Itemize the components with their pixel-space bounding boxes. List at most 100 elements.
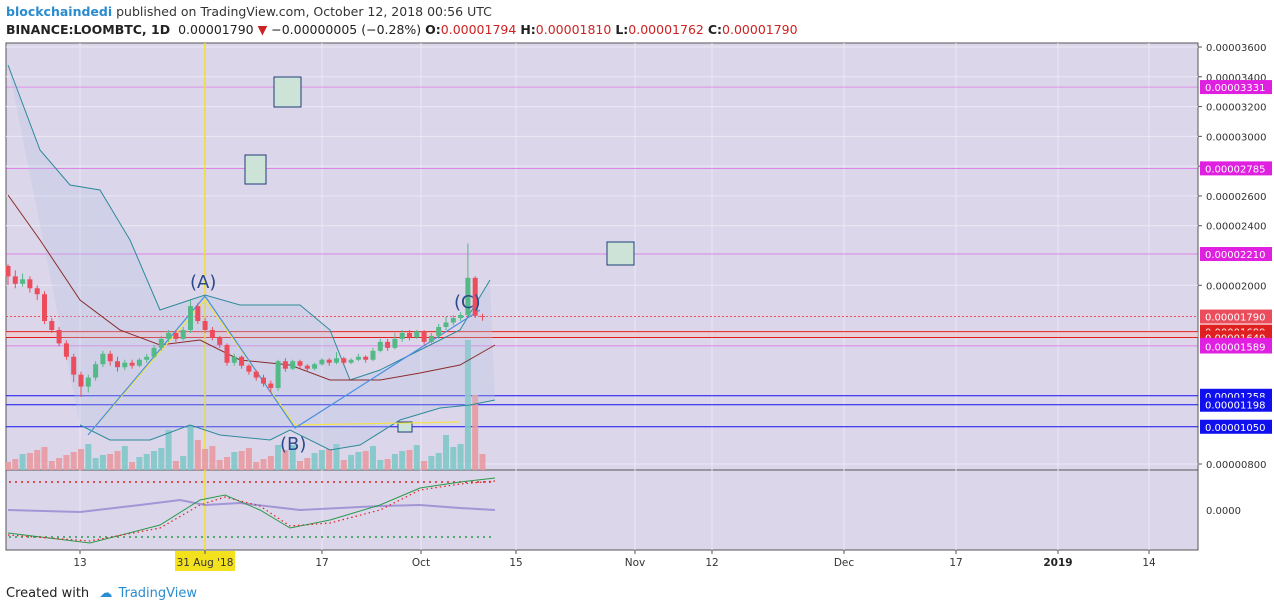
indicator-top-dot <box>159 481 161 483</box>
volume-bar <box>289 445 296 470</box>
tradingview-brand[interactable]: TradingView <box>118 586 197 601</box>
price-tick-label: 0.00003600 <box>1206 43 1266 54</box>
indicator-top-dot <box>189 481 191 483</box>
indicator-bottom-dot <box>369 536 371 538</box>
candle-body <box>472 277 478 316</box>
indicator-bottom-dot <box>87 536 89 538</box>
indicator-top-dot <box>267 481 269 483</box>
candle-body <box>136 359 142 366</box>
target-box <box>397 421 413 433</box>
indicator-bottom-dot <box>423 536 425 538</box>
x-tick-label: Dec <box>834 557 855 569</box>
volume-bar <box>216 460 223 470</box>
indicator-bottom-dot <box>135 536 137 538</box>
indicator-bottom-dot <box>267 536 269 538</box>
volume-bar <box>413 445 420 470</box>
indicator-top-dot <box>57 481 59 483</box>
indicator-bottom-dot <box>429 536 431 538</box>
volume-bar <box>158 448 165 470</box>
volume-bar <box>209 446 216 470</box>
tradingview-logo-icon[interactable]: ☁ <box>99 586 113 601</box>
indicator-top-dot <box>285 481 287 483</box>
indicator-bottom-dot <box>177 536 179 538</box>
indicator-top-dot <box>21 481 23 483</box>
candle-body <box>85 377 91 387</box>
volume-bar <box>99 455 106 470</box>
price-tick-label: 0.00000800 <box>1206 460 1266 471</box>
candle-body <box>27 279 33 289</box>
candle-body <box>304 365 310 369</box>
candle-body <box>385 341 391 348</box>
indicator-bottom-dot <box>255 536 257 538</box>
candle-body <box>458 315 464 319</box>
volume-bar <box>443 435 449 470</box>
volume-bar <box>165 430 172 470</box>
volume-bar <box>355 452 362 470</box>
down-triangle-icon: ▼ <box>257 22 268 37</box>
candle-body <box>392 338 398 348</box>
indicator-bottom-dot <box>123 536 125 538</box>
indicator-top-dot <box>309 481 311 483</box>
stoch-k-line <box>7 477 496 544</box>
candle-body <box>377 341 383 351</box>
candle-body <box>166 332 172 339</box>
candle-body <box>246 365 252 372</box>
low-value: 0.00001762 <box>628 22 704 37</box>
indicator-bottom-dot <box>15 536 17 538</box>
indicator-top-dot <box>423 481 425 483</box>
x-tick-label: 14 <box>1142 557 1156 569</box>
indicator-top-dot <box>237 481 239 483</box>
indicator-bottom-dot <box>399 536 401 538</box>
bollinger-band-fill <box>8 65 495 450</box>
volume-bar <box>399 451 406 470</box>
indicator-bottom-dot <box>273 536 275 538</box>
indicator-bottom-dot <box>165 536 167 538</box>
candle-body <box>115 361 120 368</box>
x-tick-label: 2019 <box>1043 557 1072 569</box>
indicator-top-dot <box>171 481 173 483</box>
indicator-top-dot <box>411 481 413 483</box>
volume-bar <box>114 451 121 470</box>
candle-body <box>253 371 259 378</box>
candle-body <box>363 356 369 360</box>
price-change: −0.00000005 (−0.28%) <box>271 22 422 37</box>
candle-body <box>334 358 339 363</box>
indicator-bottom-dot <box>237 536 239 538</box>
x-tick-label: 13 <box>73 557 86 569</box>
indicator-bottom-dot <box>435 536 437 538</box>
volume-bar <box>318 450 325 470</box>
indicator-top-dot <box>141 481 143 483</box>
indicator-bottom-dot <box>363 536 365 538</box>
indicator-top-dot <box>147 481 149 483</box>
indicator-top-dot <box>9 481 11 483</box>
indicator-top-dot <box>417 481 419 483</box>
candle-body <box>56 329 62 344</box>
indicator-zero-label: 0.0000 <box>1206 506 1241 517</box>
indicator-top-dot <box>39 481 41 483</box>
price-chart[interactable]: 0.00003600 0.00003400 0.00003200 0.00003000… <box>0 0 1274 580</box>
x-tick-label: 31 Aug '18 <box>177 557 234 569</box>
x-tick-label: 15 <box>509 557 522 569</box>
candle-body <box>348 359 354 363</box>
x-tick-label: Oct <box>412 557 430 569</box>
indicator-top-dot <box>15 481 17 483</box>
indicator-top-dot <box>195 481 197 483</box>
candle-body <box>355 356 361 360</box>
candle-body <box>209 329 215 338</box>
candle-body <box>78 374 84 387</box>
indicator-bottom-dot <box>387 536 389 538</box>
indicator-bottom-dot <box>9 536 11 538</box>
candle-body <box>144 356 150 360</box>
candle-body <box>319 359 325 365</box>
indicator-bottom-dot <box>405 536 407 538</box>
indicator-top-dot <box>111 481 113 483</box>
volume-bar <box>172 461 179 470</box>
indicator-bottom-dot <box>333 536 335 538</box>
indicator-bottom-dot <box>297 536 299 538</box>
indicator-bottom-dot <box>279 536 281 538</box>
price-label-box <box>1200 247 1272 262</box>
author-link[interactable]: blockchaindedi <box>6 4 113 19</box>
indicator-top-dot <box>219 481 221 483</box>
volume-bar <box>92 458 99 470</box>
indicator-bottom-dot <box>171 536 173 538</box>
